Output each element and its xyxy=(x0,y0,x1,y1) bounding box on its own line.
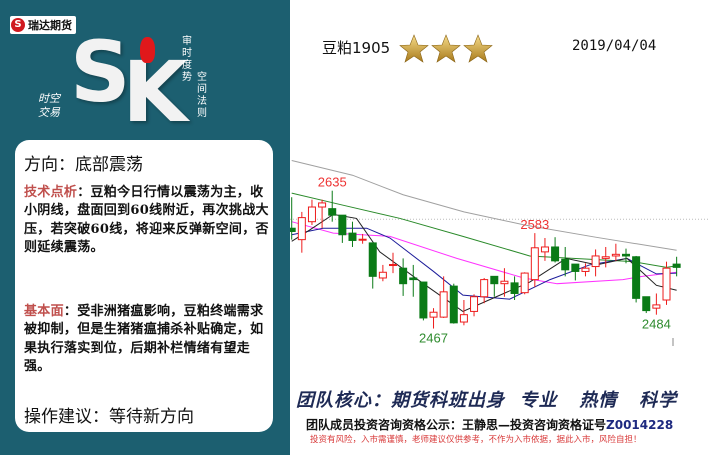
star-icon xyxy=(431,34,461,63)
candle-down xyxy=(399,267,408,285)
technical-label: 技术点析 xyxy=(24,185,78,200)
candle-up xyxy=(540,246,549,253)
analysis-card: 方向：底部震荡 技术点析：豆粕今日行情以震荡为主，收小阴线，盘面回到60线附近，… xyxy=(15,140,273,432)
candle-up xyxy=(581,267,590,272)
company-logo-icon: S xyxy=(11,18,25,32)
price-annotation: 2467 xyxy=(419,331,448,346)
candle-up xyxy=(378,271,387,279)
team-motto: 团队核心：期货科班出身 专业 热情 科学 xyxy=(296,390,678,411)
candle-up xyxy=(318,202,327,208)
candle-up xyxy=(601,256,610,259)
candle-up xyxy=(470,296,479,312)
price-annotation: 2484 xyxy=(642,317,671,332)
candle-down xyxy=(621,253,630,257)
candle-up xyxy=(429,311,438,318)
candle-up xyxy=(358,238,367,241)
candle-down xyxy=(571,263,580,272)
candle-up xyxy=(480,279,489,298)
candle-up xyxy=(662,267,671,301)
candle-down xyxy=(490,275,499,285)
candle-down xyxy=(561,258,570,271)
operation-advice: 操作建议：等待新方向 xyxy=(24,407,194,427)
company-name: 瑞达期货 xyxy=(28,19,72,32)
fundamental-text: ：受非洲猪瘟影响，豆粕终端需求被抑制，但是生猪猪瘟捕杀补贴确定，如果执行落实到位… xyxy=(24,304,264,374)
star-icon xyxy=(463,34,493,63)
price-annotation: 2583 xyxy=(520,217,549,232)
company-logo: S 瑞达期货 xyxy=(10,16,76,34)
fundamental-analysis: 基本面：受非洲猪瘟影响，豆粕终端需求被抑制，但是生猪猪瘟捕杀补贴确定，如果执行落… xyxy=(24,303,269,376)
candle-down xyxy=(338,214,347,236)
slogan-2: 空间法则 xyxy=(197,72,207,119)
candle-down xyxy=(642,296,651,312)
candle-up xyxy=(297,217,306,241)
sk-logo: SK xyxy=(70,23,188,141)
candle-up xyxy=(611,253,620,257)
candle-down xyxy=(409,277,418,281)
candle-down xyxy=(632,256,641,299)
candle-up xyxy=(530,247,539,281)
candle-down xyxy=(551,246,560,262)
candle-up xyxy=(389,264,397,267)
risk-disclaimer: 投资有风险，入市需谨慎，老师建议仅供参考，不作为入市依据，据此入市，风险自担！ xyxy=(310,435,642,445)
candle-down xyxy=(672,263,681,268)
candle-down xyxy=(348,232,357,241)
candle-up xyxy=(652,304,661,309)
candle-down xyxy=(368,242,377,277)
candle-up xyxy=(500,280,509,285)
candle-up xyxy=(307,206,316,223)
candle-up xyxy=(591,255,600,268)
candle-down xyxy=(328,208,337,216)
technical-analysis: 技术点析：豆粕今日行情以震荡为主，收小阴线，盘面回到60线附近，再次挑战大压，若… xyxy=(24,184,269,257)
candle-down xyxy=(449,285,458,324)
qualification-notice: 团队成员投资咨询资格公示：王静思—投资咨询资格证号Z0014228 xyxy=(306,416,673,433)
contract-title: 豆粕1905 xyxy=(322,39,391,57)
star-icon xyxy=(399,34,429,63)
moving-average-line xyxy=(291,160,677,251)
red-seal-icon xyxy=(140,37,155,63)
candle-up xyxy=(520,272,529,294)
price-annotation: 2635 xyxy=(318,175,347,190)
moving-average-line xyxy=(291,221,677,285)
brand-panel: S 瑞达期货 SK 时空交易 审时度势 空间法则 方向：底部震荡 技术点析：豆粕… xyxy=(0,0,290,455)
report-date: 2019/04/04 xyxy=(572,38,657,54)
fundamental-label: 基本面 xyxy=(24,304,64,319)
candle-down xyxy=(290,227,296,232)
candle-up xyxy=(439,291,448,318)
moving-average-line xyxy=(291,192,677,268)
candle-down xyxy=(510,282,519,294)
technical-text: ：豆粕今日行情以震荡为主，收小阴线，盘面回到60线附近，再次挑战大压，若突破60… xyxy=(24,185,269,255)
cert-number: Z0014228 xyxy=(606,418,674,432)
candle-down xyxy=(419,281,428,319)
direction-heading: 方向：底部震荡 xyxy=(24,155,143,175)
cert-text: 团队成员投资咨询资格公示：王静思—投资咨询资格证号 xyxy=(306,418,607,432)
candle-up xyxy=(459,314,468,323)
logo-calligraphy: 时空交易 xyxy=(38,92,60,119)
slogan-1: 审时度势 xyxy=(182,36,192,83)
candlestick-chart: 2635 2583 2467 2484 xyxy=(290,160,709,346)
